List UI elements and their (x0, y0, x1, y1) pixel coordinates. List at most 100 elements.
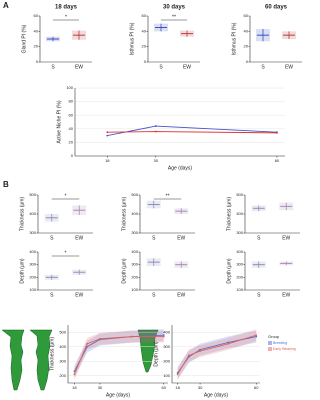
y-tick-label: 400 (236, 211, 243, 216)
y-tick-label: 300 (163, 344, 170, 349)
sig-label: * (65, 250, 67, 256)
axis (171, 325, 260, 384)
y-tick-label: 100 (66, 85, 73, 90)
x-tick-label: S (51, 64, 55, 70)
y-axis-label: Depth (µm) (153, 341, 159, 366)
legend-swatch (268, 347, 272, 351)
axis (249, 16, 302, 63)
y-tick-label: 60 (142, 13, 147, 18)
y-axis-label: Thickness (µm) (226, 197, 232, 232)
y-tick-label: 80 (69, 99, 74, 104)
y-tick-label: 60 (244, 13, 249, 18)
y-tick-label: 300 (59, 358, 66, 363)
x-axis-label: Age (days) (106, 392, 131, 398)
y-tick-label: 500 (29, 192, 36, 197)
x-tick-label: S (152, 292, 156, 298)
y-axis-label: Depth (µm) (19, 258, 25, 283)
axis (244, 195, 300, 234)
y-axis-label: Thickness (µm) (19, 197, 25, 232)
chart-title: 60 days (265, 5, 288, 11)
confidence-band (74, 330, 164, 381)
y-tick-label: 300 (131, 262, 138, 267)
y-tick-label: 0 (36, 59, 39, 64)
x-tick-label: S (50, 292, 54, 298)
y-tick-label: 60 (69, 112, 74, 117)
x-tick-label: 18 (175, 385, 180, 390)
confidence-band (177, 330, 257, 379)
y-tick-label: 400 (131, 249, 138, 254)
point (227, 341, 230, 344)
y-axis-label: Isthmus PI (%) (129, 22, 135, 55)
axis (39, 16, 92, 63)
axis (37, 252, 93, 291)
x-tick-label: EW (282, 235, 290, 241)
y-tick-label: 20 (34, 44, 39, 49)
point (154, 130, 157, 133)
x-tick-label: S (257, 235, 261, 241)
x-tick-label: EW (177, 235, 185, 241)
y-tick-label: 100 (29, 287, 36, 292)
point (86, 342, 89, 345)
y-axis-label: Depth (µm) (121, 258, 127, 283)
legend-title: Group (268, 334, 280, 339)
y-tick-label: 20 (69, 139, 74, 144)
y-tick-label: 100 (131, 287, 138, 292)
point (73, 370, 76, 373)
x-axis-label: Age (days) (168, 165, 193, 171)
point (130, 335, 133, 338)
legend-label: Breeding (273, 341, 287, 345)
y-tick-label: 300 (236, 262, 243, 267)
sig-label: ** (166, 193, 170, 199)
x-tick-label: EW (285, 64, 293, 70)
x-tick-label: 60 (275, 158, 280, 163)
y-tick-label: 0 (144, 59, 147, 64)
x-tick-label: S (50, 235, 54, 241)
y-tick-label: 40 (34, 28, 39, 33)
chart-title: 18 days (55, 5, 78, 11)
y-tick-label: 400 (29, 211, 36, 216)
x-tick-label: 60 (254, 385, 259, 390)
point (99, 337, 101, 340)
y-tick-label: 40 (244, 28, 249, 33)
y-tick-label: 0 (246, 59, 249, 64)
y-axis-label: Active Niche PI (%) (56, 100, 62, 143)
sig-label: * (65, 14, 67, 20)
x-tick-label: EW (183, 64, 191, 70)
point (276, 131, 278, 134)
point (255, 334, 258, 337)
y-axis-label: Thickness (µm) (121, 197, 127, 232)
axis (139, 195, 195, 234)
y-tick-label: 20 (244, 44, 249, 49)
x-tick-label: 30 (154, 158, 159, 163)
chart-title: 30 days (163, 5, 186, 11)
sig-label: ** (172, 14, 176, 20)
y-tick-label: 40 (142, 28, 147, 33)
point (162, 334, 165, 337)
point (187, 354, 190, 357)
y-tick-label: 200 (59, 373, 66, 378)
x-tick-label: 18 (105, 158, 110, 163)
x-tick-label: S (152, 235, 156, 241)
x-tick-label: S (159, 64, 163, 70)
point (73, 373, 76, 376)
point (162, 335, 165, 338)
x-tick-label: 30 (198, 385, 203, 390)
x-tick-label: EW (75, 64, 83, 70)
y-tick-label: 500 (59, 329, 66, 334)
point (199, 350, 201, 352)
axis (37, 195, 93, 234)
x-tick-label: 30 (98, 385, 103, 390)
x-tick-label: EW (75, 292, 83, 298)
y-tick-label: 400 (131, 211, 138, 216)
y-tick-label: 100 (236, 287, 243, 292)
panel-label: B (3, 180, 9, 189)
y-tick-label: 200 (236, 274, 243, 279)
y-tick-label: 300 (29, 262, 36, 267)
y-tick-label: 300 (29, 230, 36, 235)
point (255, 335, 258, 338)
y-tick-label: 400 (236, 249, 243, 254)
x-tick-label: 18 (72, 385, 77, 390)
x-tick-label: S (257, 292, 261, 298)
legend-swatch (268, 341, 272, 345)
y-tick-label: 400 (29, 249, 36, 254)
